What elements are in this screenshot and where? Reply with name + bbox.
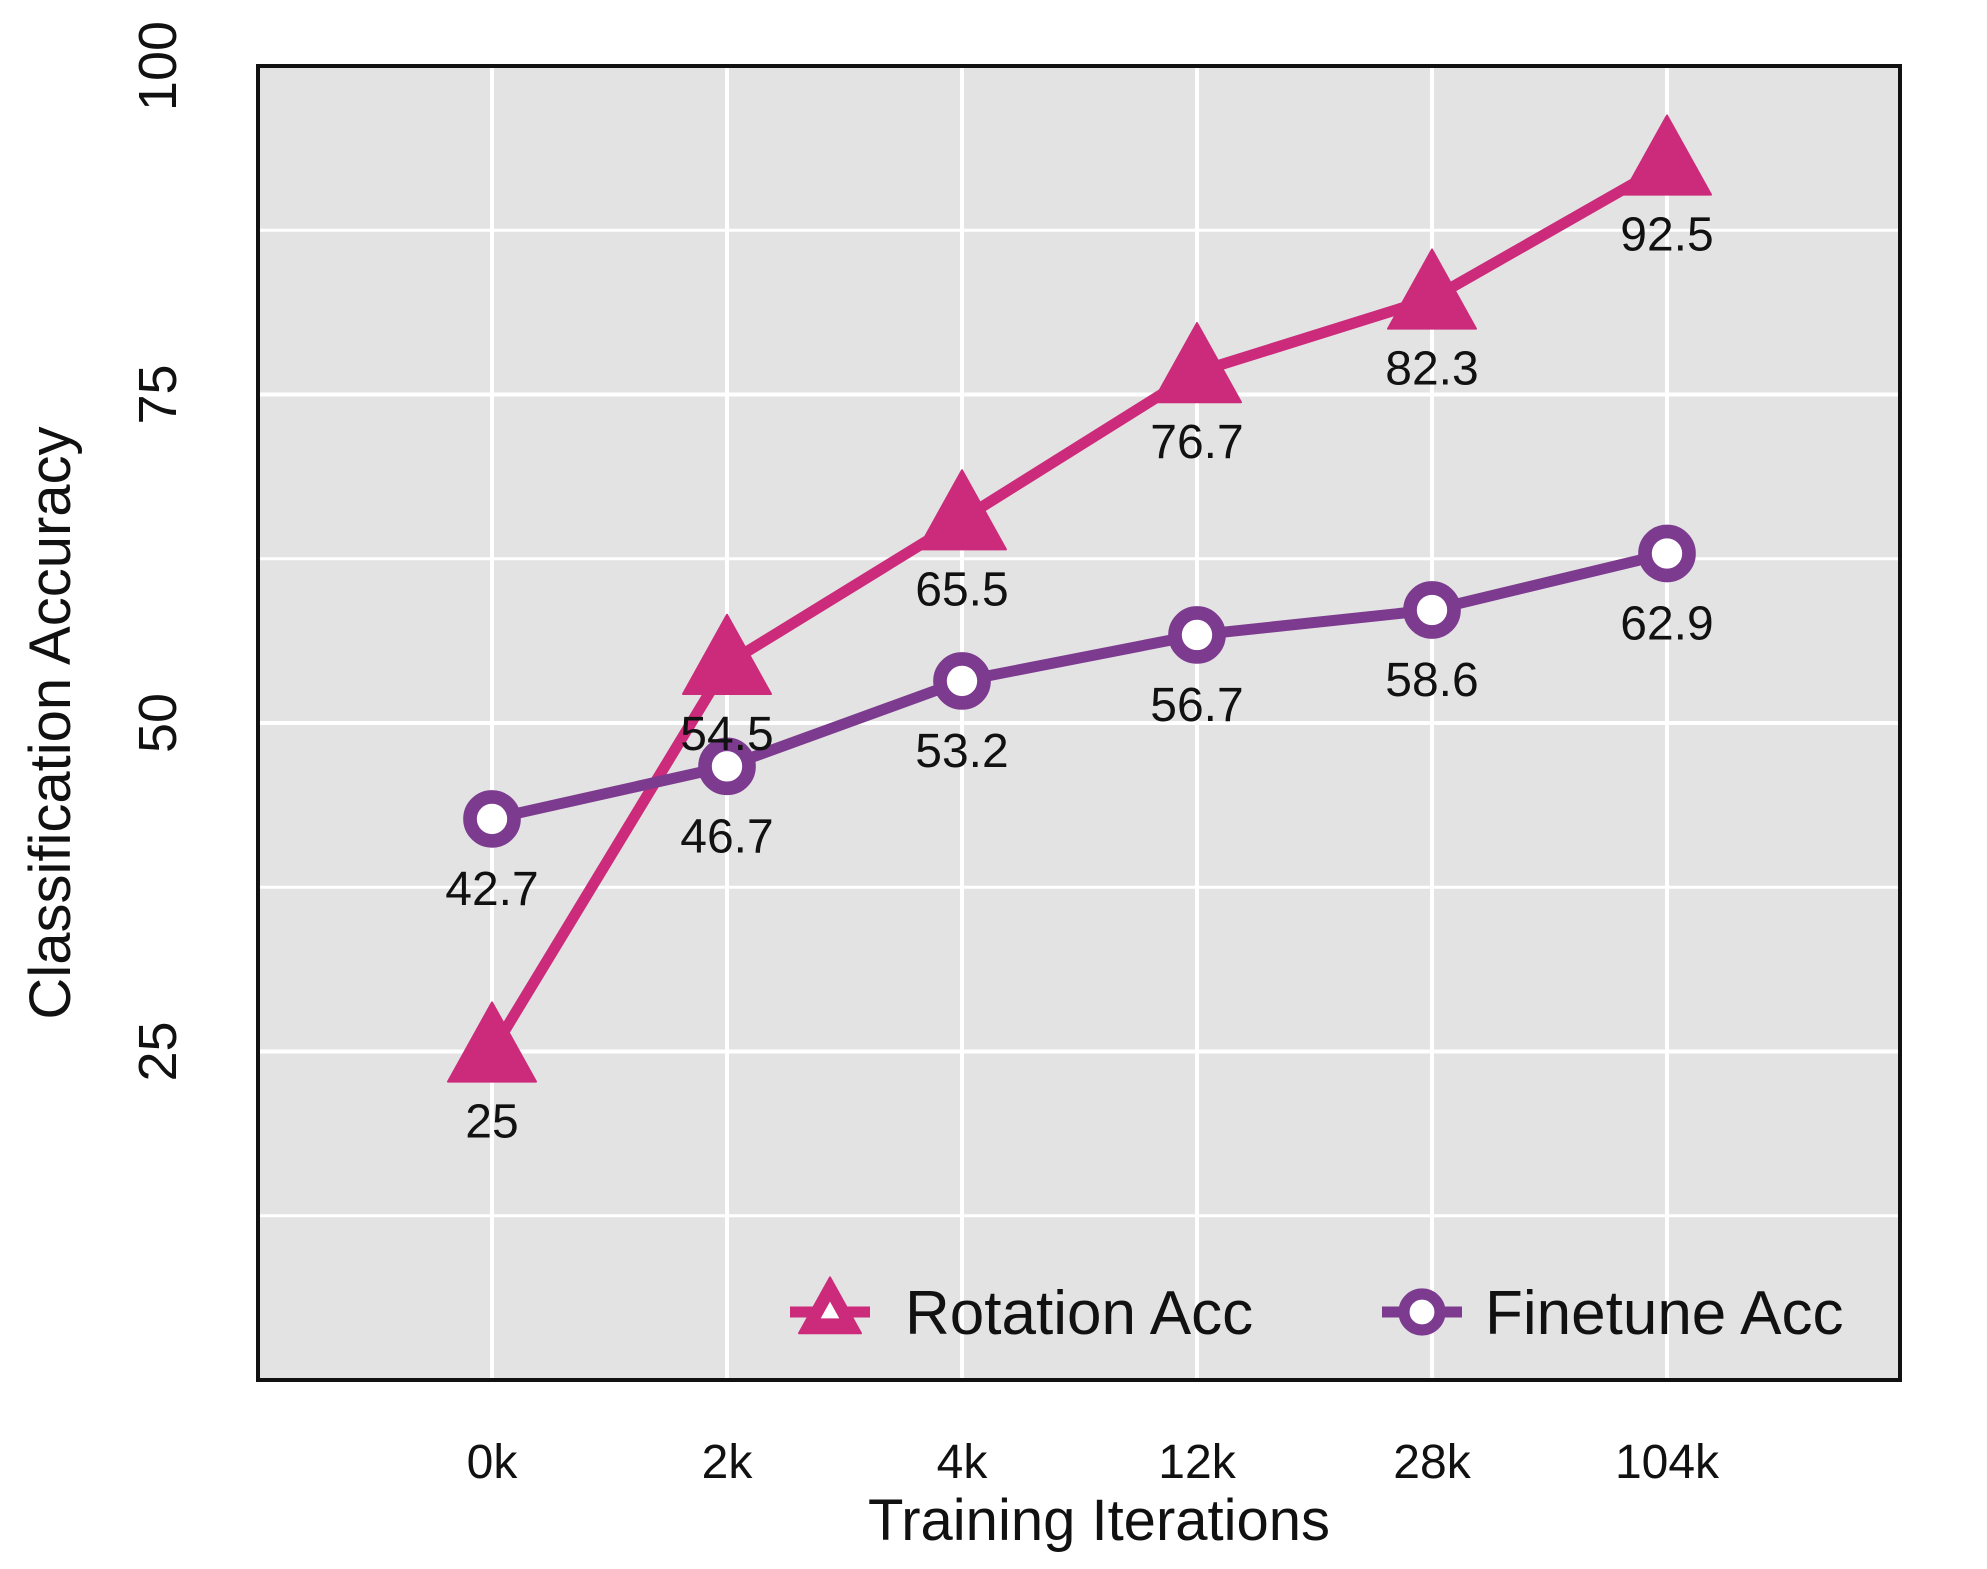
rotation-acc-point — [682, 613, 772, 695]
plot-frame — [256, 64, 1902, 1382]
data-label: 56.7 — [1150, 679, 1243, 732]
series-line-finetune-acc — [490, 548, 1669, 825]
finetune-acc-point-center — [1661, 547, 1673, 560]
series-lines — [487, 159, 1670, 1055]
legend-label: Rotation Acc — [905, 1279, 1253, 1348]
finetune-acc-point-center — [486, 812, 498, 825]
finetune-acc-point-center — [1191, 628, 1203, 641]
data-label: 76.7 — [1150, 416, 1243, 469]
rotation-acc-point — [1622, 114, 1712, 196]
series-line-rotation-acc — [487, 159, 1670, 1055]
x-tick-labels: 0k 2k 4k 12k 28k 104k — [467, 1436, 1720, 1489]
legend-label: Finetune Acc — [1485, 1279, 1843, 1348]
rotation-acc-point — [917, 469, 1007, 551]
finetune-acc-point-center — [721, 760, 733, 773]
data-label: 58.6 — [1385, 654, 1478, 707]
y-tick-label: 100 — [128, 21, 188, 111]
legend: Rotation Acc Finetune Acc — [790, 1276, 1843, 1348]
data-label: 25 — [465, 1096, 518, 1149]
y-tick-labels: 25 50 75 100 — [128, 21, 188, 1082]
x-tick-label: 0k — [467, 1436, 519, 1489]
rotation-acc-point — [1152, 322, 1242, 404]
x-tick-label: 2k — [702, 1436, 754, 1489]
data-labels: 25 54.5 65.5 76.7 82.3 92.5 42.7 46.7 53.2 56.7 58… — [445, 209, 1713, 1149]
data-label: 46.7 — [680, 810, 773, 863]
x-tick-label: 12k — [1158, 1436, 1236, 1489]
data-label: 53.2 — [915, 725, 1008, 778]
legend-triangle-icon-hole — [820, 1301, 840, 1319]
y-tick-label: 75 — [128, 364, 188, 424]
y-axis-title: Classification Accuracy — [18, 426, 83, 1019]
x-tick-label: 28k — [1393, 1436, 1471, 1489]
rotation-acc-point — [447, 1001, 537, 1083]
legend-circle-icon-center — [1415, 1305, 1429, 1319]
y-tick-label: 50 — [128, 693, 188, 753]
data-label: 82.3 — [1385, 343, 1478, 396]
x-tick-label: 104k — [1615, 1436, 1720, 1489]
data-label: 92.5 — [1620, 209, 1713, 262]
grid-lines — [258, 66, 1900, 1380]
series-markers — [447, 114, 1712, 1083]
finetune-acc-point-center — [1426, 603, 1438, 616]
y-tick-label: 25 — [128, 1021, 188, 1081]
data-label: 54.5 — [680, 708, 773, 761]
data-label: 42.7 — [445, 863, 538, 916]
x-tick-label: 4k — [937, 1436, 989, 1489]
data-label: 62.9 — [1620, 597, 1713, 650]
data-label: 65.5 — [915, 563, 1008, 616]
rotation-acc-point — [1387, 248, 1477, 330]
x-axis-title: Training Iterations — [868, 1488, 1330, 1553]
finetune-acc-point-center — [956, 674, 968, 687]
